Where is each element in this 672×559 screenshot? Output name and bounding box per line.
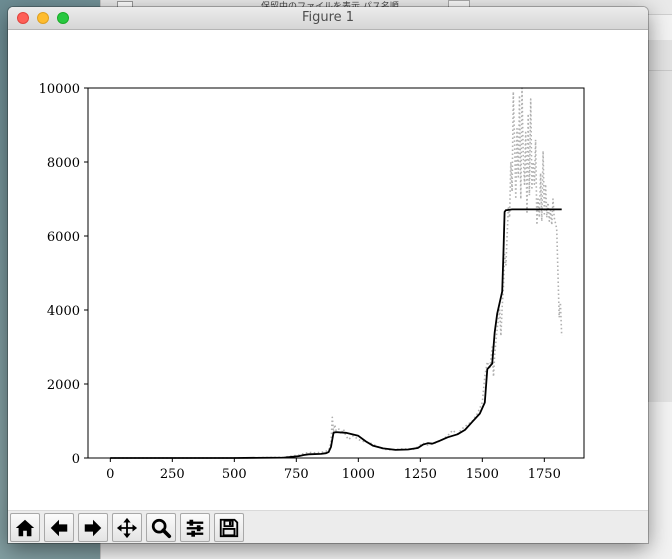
x-tick-label: 1000: [342, 467, 375, 482]
series-line-smoothed: [110, 208, 562, 459]
y-tick-label: 2000: [47, 378, 80, 393]
x-tick-label: 1750: [528, 467, 561, 482]
ticks-layer: 0 250 500 750 1000 1250 1500 1750 0 2000 4000 6000 8…: [39, 82, 561, 482]
background-side-panel: [648, 40, 672, 402]
floppy-disk-icon: [219, 518, 239, 537]
magnifier-icon: [151, 518, 172, 538]
home-icon: [15, 519, 35, 536]
zoom-button[interactable]: [146, 513, 176, 542]
y-tick-label: 8000: [47, 156, 80, 171]
configure-subplots-button[interactable]: [180, 513, 210, 542]
x-tick-label: 0: [106, 467, 114, 482]
sliders-icon: [186, 519, 204, 537]
x-tick-label: 500: [222, 467, 247, 482]
y-tick-label: 0: [72, 452, 80, 467]
minimize-button[interactable]: [37, 12, 49, 24]
y-tick-label: 10000: [39, 82, 80, 97]
axes-frame: [87, 87, 585, 459]
pan-button[interactable]: [112, 513, 142, 542]
navigation-toolbar: [8, 510, 648, 543]
arrow-left-icon: [50, 519, 68, 536]
x-tick-label: 250: [160, 467, 185, 482]
save-button[interactable]: [214, 513, 244, 542]
y-tick-label: 6000: [47, 230, 80, 245]
move-icon: [116, 517, 138, 538]
figure-canvas[interactable]: 0 250 500 750 1000 1250 1500 1750 0 2000 4000 6000 8…: [8, 30, 648, 510]
close-button[interactable]: [17, 12, 29, 24]
figure-window: Figure 1 0 250 500 750 1000 1250 1500 1750 0 2000…: [8, 7, 648, 543]
back-button[interactable]: [44, 513, 74, 542]
y-tick-label: 4000: [47, 304, 80, 319]
arrow-right-icon: [84, 519, 102, 536]
forward-button[interactable]: [78, 513, 108, 542]
title-bar[interactable]: Figure 1: [8, 7, 648, 30]
x-tick-label: 750: [284, 467, 309, 482]
home-button[interactable]: [10, 513, 40, 542]
window-title: Figure 1: [301, 10, 355, 25]
line-chart: 0 250 500 750 1000 1250 1500 1750 0 2000 4000 6000 8…: [39, 82, 585, 482]
x-tick-label: 1500: [466, 467, 499, 482]
zoom-window-button[interactable]: [57, 12, 69, 24]
series-line-raw: [110, 87, 563, 459]
x-tick-label: 1250: [404, 467, 437, 482]
series-layer: [110, 87, 563, 459]
